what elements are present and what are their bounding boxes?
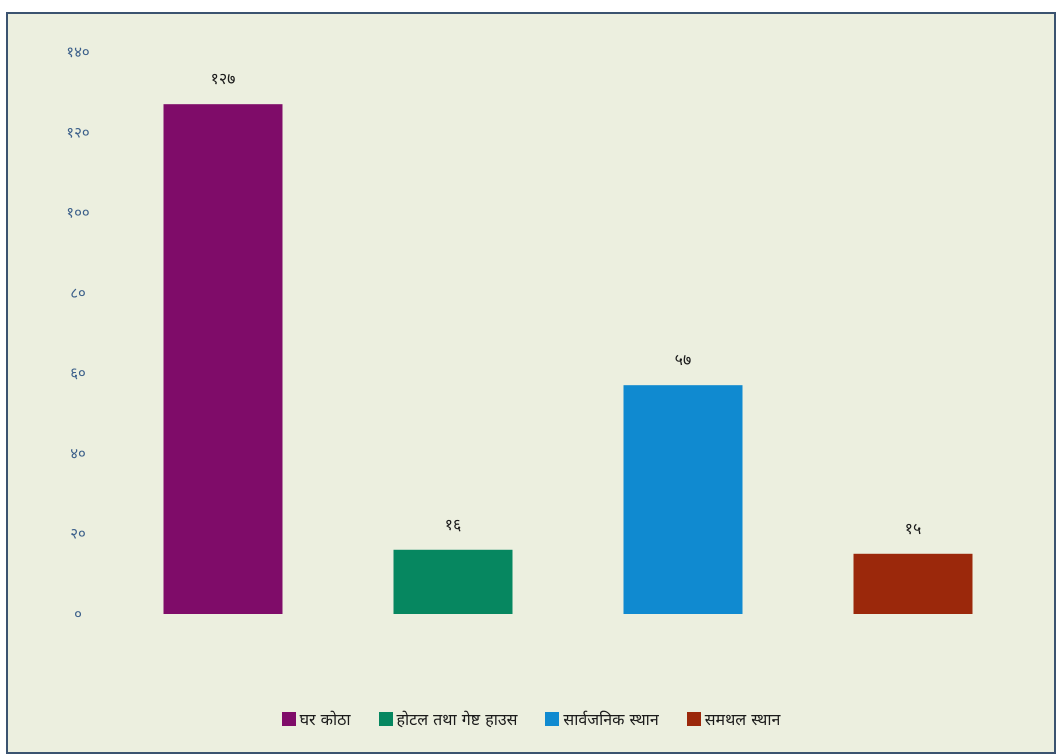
legend-item-ghar-kotha: घर कोठा	[281, 708, 351, 730]
legend-label: होटल तथा गेष्ट हाउस	[396, 710, 518, 729]
legend-item-open-ground: समथल स्थान	[686, 708, 781, 730]
bar-chart: ० २० ४० ६० ८० १०० १२० १४० १२७ १६ ५७ १५	[66, 43, 973, 623]
legend-swatch	[378, 712, 393, 726]
y-tick-label: ०	[74, 605, 82, 623]
legend-label: सार्वजनिक स्थान	[563, 710, 659, 729]
legend-label: समथल स्थान	[704, 710, 781, 729]
chart-frame: ० २० ४० ६० ८० १०० १२० १४० १२७ १६ ५७ १५ घर कोठा होट…	[6, 12, 1056, 754]
y-tick-label: ४०	[70, 444, 86, 462]
legend-label: घर कोठा	[299, 710, 351, 729]
legend-item-hotel: होटल तथा गेष्ट हाउस	[378, 708, 518, 730]
bars-group	[163, 104, 973, 614]
legend-swatch	[686, 712, 701, 726]
y-tick-label: १००	[66, 204, 89, 222]
y-tick-label: १२०	[66, 123, 89, 141]
y-tick-label: ८०	[70, 284, 86, 302]
legend-swatch	[281, 712, 296, 726]
bar	[853, 553, 973, 614]
bar-value-label: ५७	[675, 350, 692, 369]
y-axis: ० २० ४० ६० ८० १०० १२० १४०	[66, 43, 89, 623]
legend-item-public-place: सार्वजनिक स्थान	[545, 708, 659, 730]
bar-value-label: १२७	[211, 69, 236, 88]
bar	[163, 104, 283, 614]
y-tick-label: १४०	[66, 43, 89, 61]
bar-value-label: १६	[445, 515, 462, 534]
bar	[623, 385, 743, 614]
data-labels-group: १२७ १६ ५७ १५	[211, 69, 922, 538]
legend: घर कोठा होटल तथा गेष्ट हाउस सार्वजनिक स्…	[8, 708, 1054, 730]
legend-swatch	[545, 712, 560, 726]
y-tick-label: २०	[70, 525, 86, 543]
y-tick-label: ६०	[70, 364, 86, 382]
bar-value-label: १५	[905, 519, 922, 538]
bar	[393, 549, 513, 614]
